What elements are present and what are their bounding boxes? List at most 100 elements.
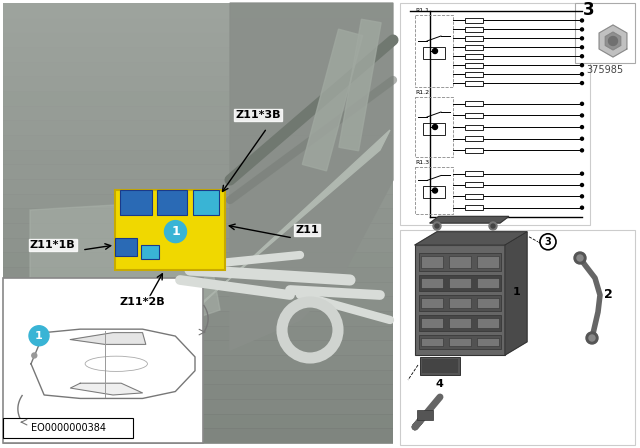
- Circle shape: [609, 37, 618, 46]
- Circle shape: [540, 234, 556, 250]
- Bar: [421, 338, 443, 346]
- Bar: [400, 230, 635, 445]
- Polygon shape: [605, 32, 621, 50]
- Bar: [3, 179, 393, 195]
- Bar: [422, 359, 458, 373]
- Bar: [3, 150, 393, 165]
- Circle shape: [433, 188, 438, 193]
- Polygon shape: [100, 130, 390, 390]
- Bar: [415, 15, 453, 87]
- Text: 1: 1: [35, 331, 43, 341]
- Bar: [3, 76, 393, 92]
- Circle shape: [574, 252, 586, 264]
- Bar: [465, 72, 483, 77]
- Circle shape: [491, 224, 495, 228]
- Bar: [465, 182, 483, 188]
- Bar: [417, 409, 433, 420]
- Circle shape: [580, 172, 584, 175]
- Text: 2: 2: [604, 288, 612, 301]
- Text: Z11*3B: Z11*3B: [235, 110, 280, 120]
- Circle shape: [580, 114, 584, 117]
- Text: EO0000000384: EO0000000384: [31, 423, 106, 433]
- Bar: [3, 135, 393, 151]
- Bar: [421, 256, 443, 268]
- Bar: [419, 335, 501, 349]
- Polygon shape: [230, 3, 393, 350]
- Circle shape: [433, 48, 438, 53]
- Bar: [477, 338, 499, 346]
- Ellipse shape: [85, 356, 147, 371]
- Text: 375985: 375985: [586, 65, 623, 75]
- Bar: [3, 91, 393, 107]
- Bar: [3, 194, 393, 209]
- Bar: [3, 47, 393, 63]
- Bar: [415, 97, 453, 157]
- Circle shape: [580, 195, 584, 198]
- Polygon shape: [30, 200, 220, 350]
- Bar: [3, 223, 393, 239]
- Bar: [3, 355, 393, 370]
- Bar: [3, 282, 393, 297]
- Bar: [449, 256, 471, 268]
- Bar: [3, 267, 393, 283]
- Bar: [575, 3, 635, 63]
- Bar: [421, 278, 443, 288]
- Text: R1.1: R1.1: [415, 8, 429, 13]
- Circle shape: [580, 206, 584, 209]
- Bar: [465, 54, 483, 59]
- Bar: [415, 167, 453, 214]
- Circle shape: [164, 220, 186, 243]
- Text: 3: 3: [583, 1, 595, 19]
- Bar: [415, 245, 505, 355]
- Text: Z11: Z11: [295, 225, 319, 235]
- Circle shape: [577, 255, 583, 261]
- Bar: [465, 18, 483, 23]
- Bar: [423, 186, 445, 198]
- Circle shape: [580, 55, 584, 58]
- Bar: [465, 27, 483, 32]
- Circle shape: [580, 149, 584, 152]
- Bar: [3, 62, 393, 78]
- Bar: [3, 370, 393, 385]
- Bar: [3, 164, 393, 180]
- Polygon shape: [70, 383, 143, 395]
- Bar: [465, 81, 483, 86]
- Circle shape: [580, 184, 584, 186]
- Circle shape: [580, 82, 584, 85]
- Polygon shape: [415, 232, 527, 245]
- Bar: [421, 318, 443, 328]
- Bar: [3, 384, 393, 400]
- Bar: [465, 148, 483, 153]
- Bar: [3, 252, 393, 268]
- Bar: [3, 296, 393, 312]
- Bar: [465, 45, 483, 50]
- Bar: [3, 106, 393, 121]
- Bar: [465, 36, 483, 41]
- Bar: [3, 3, 393, 443]
- Bar: [3, 32, 393, 48]
- Text: Z11*1B: Z11*1B: [30, 240, 76, 250]
- Bar: [60, 400, 140, 415]
- Bar: [423, 47, 445, 59]
- Polygon shape: [70, 332, 146, 345]
- Bar: [465, 101, 483, 106]
- Circle shape: [29, 326, 49, 346]
- Polygon shape: [430, 216, 509, 223]
- Text: R1.2: R1.2: [415, 90, 429, 95]
- Circle shape: [580, 46, 584, 49]
- Bar: [449, 278, 471, 288]
- Bar: [3, 326, 393, 341]
- Bar: [3, 399, 393, 415]
- Bar: [3, 3, 393, 19]
- Text: 4: 4: [436, 379, 444, 389]
- Bar: [423, 123, 445, 135]
- Text: 3: 3: [545, 237, 552, 247]
- Circle shape: [435, 224, 439, 228]
- Bar: [3, 428, 393, 444]
- Bar: [465, 205, 483, 210]
- Bar: [3, 121, 393, 136]
- Bar: [419, 275, 501, 291]
- Bar: [449, 298, 471, 308]
- Bar: [465, 113, 483, 118]
- Bar: [419, 315, 501, 331]
